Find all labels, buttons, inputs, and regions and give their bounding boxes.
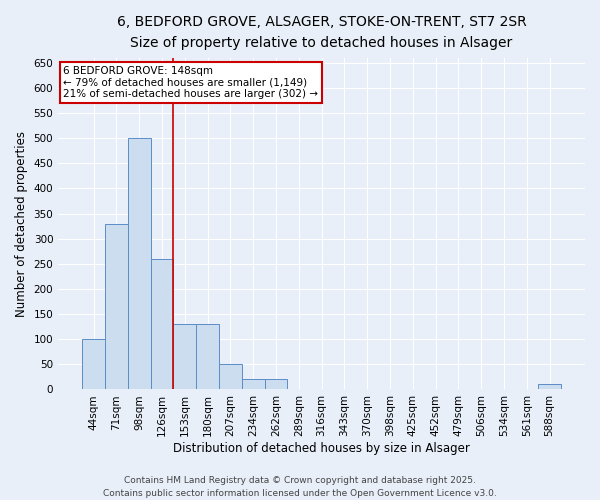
Text: 6 BEDFORD GROVE: 148sqm
← 79% of detached houses are smaller (1,149)
21% of semi: 6 BEDFORD GROVE: 148sqm ← 79% of detache… [64, 66, 319, 99]
Y-axis label: Number of detached properties: Number of detached properties [15, 130, 28, 316]
Bar [105, 224, 128, 390]
Bar [265, 380, 287, 390]
Bar [128, 138, 151, 390]
Bar [82, 339, 105, 390]
Title: 6, BEDFORD GROVE, ALSAGER, STOKE-ON-TRENT, ST7 2SR
Size of property relative to : 6, BEDFORD GROVE, ALSAGER, STOKE-ON-TREN… [117, 15, 526, 50]
Bar [219, 364, 242, 390]
Bar [173, 324, 196, 390]
X-axis label: Distribution of detached houses by size in Alsager: Distribution of detached houses by size … [173, 442, 470, 455]
Bar [151, 259, 173, 390]
Bar [242, 380, 265, 390]
Text: Contains HM Land Registry data © Crown copyright and database right 2025.
Contai: Contains HM Land Registry data © Crown c… [103, 476, 497, 498]
Bar [538, 384, 561, 390]
Bar [196, 324, 219, 390]
